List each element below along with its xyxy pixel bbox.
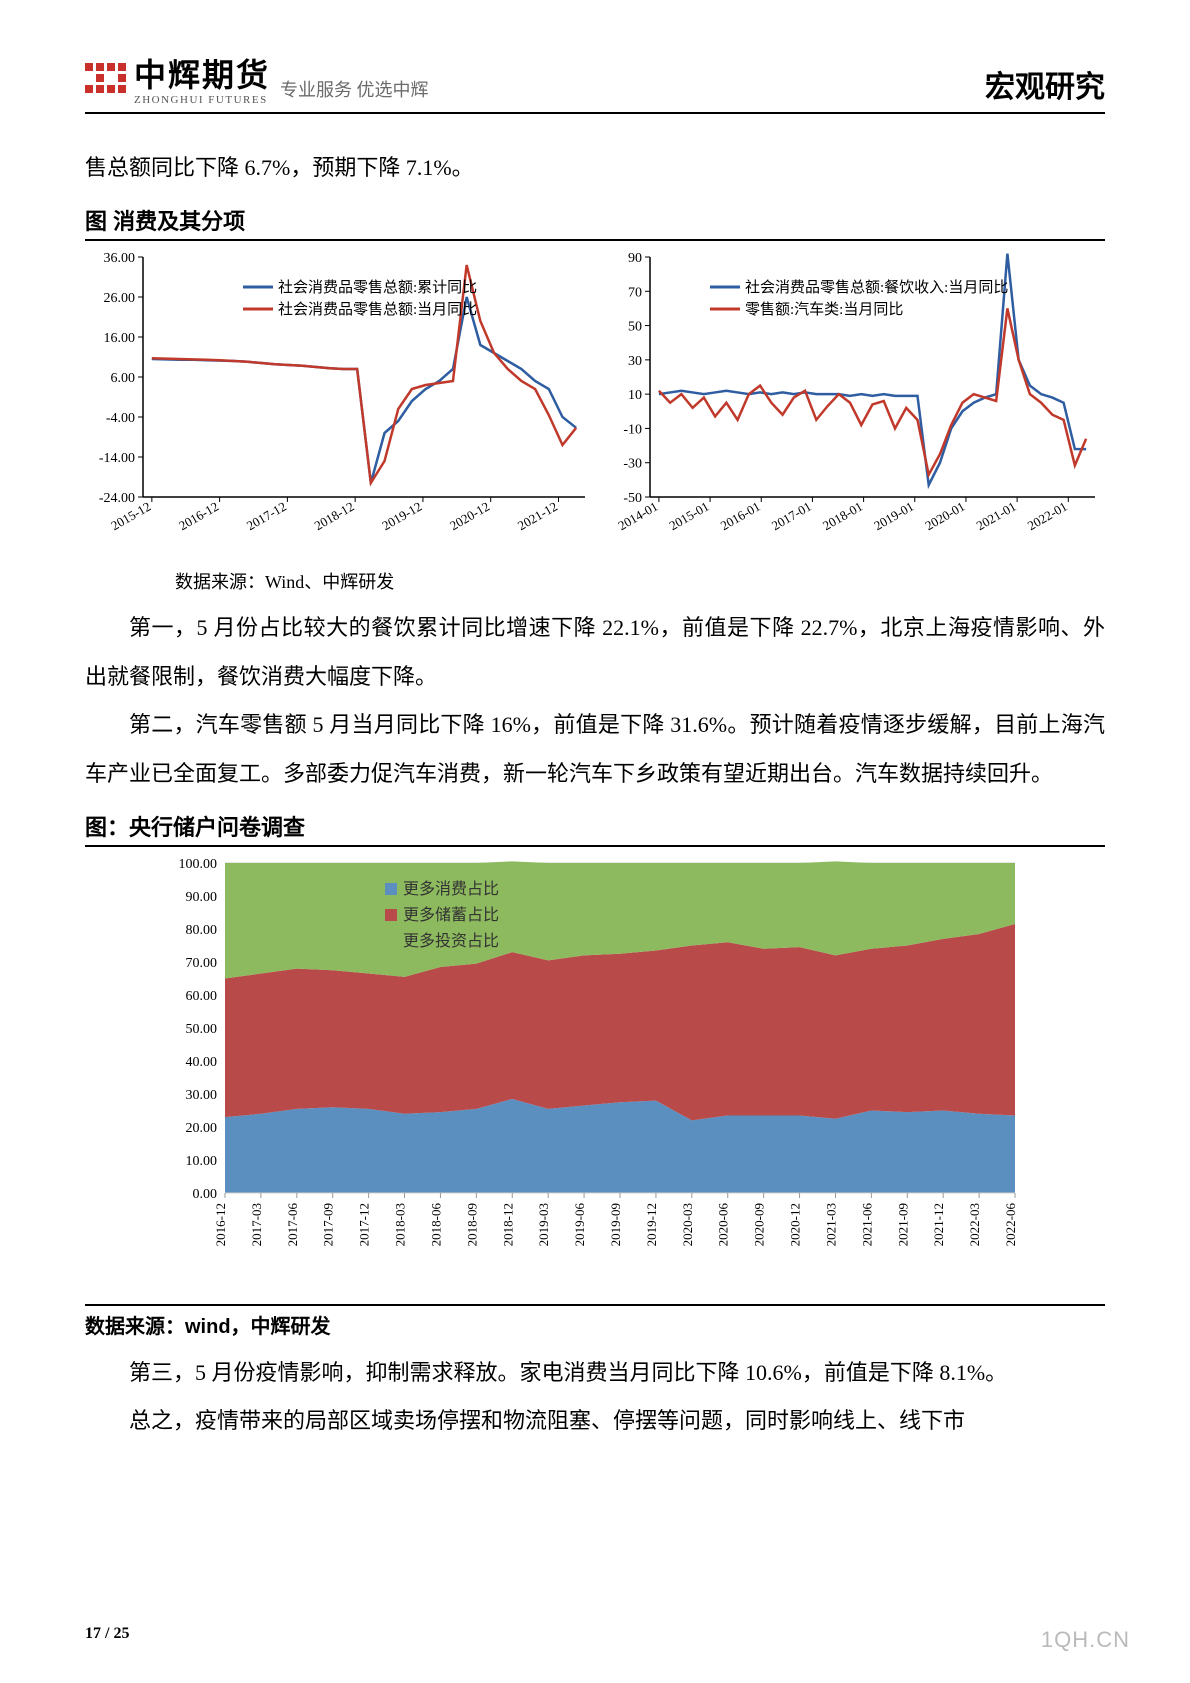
svg-text:0.00: 0.00 — [193, 1187, 218, 1202]
page-number: 17 / 25 — [85, 1625, 129, 1643]
svg-text:30: 30 — [628, 354, 642, 369]
svg-text:更多消费占比: 更多消费占比 — [403, 880, 499, 898]
svg-text:2018-06: 2018-06 — [428, 1202, 443, 1246]
svg-text:90.00: 90.00 — [186, 890, 218, 905]
svg-text:2018-12: 2018-12 — [312, 499, 357, 534]
svg-text:2019-03: 2019-03 — [536, 1203, 551, 1246]
svg-text:2021-09: 2021-09 — [895, 1203, 910, 1246]
svg-text:2020-12: 2020-12 — [788, 1203, 803, 1246]
svg-text:2017-06: 2017-06 — [285, 1202, 300, 1246]
svg-text:2020-03: 2020-03 — [680, 1203, 695, 1246]
svg-text:2016-12: 2016-12 — [213, 1203, 228, 1246]
chart2: 9070503010-10-30-502014-012015-012016-01… — [605, 247, 1105, 562]
svg-text:36.00: 36.00 — [104, 251, 136, 266]
svg-text:社会消费品零售总额:餐饮收入:当月同比: 社会消费品零售总额:餐饮收入:当月同比 — [745, 279, 1008, 296]
watermark: 1QH.CN — [1041, 1627, 1130, 1653]
svg-text:2017-01: 2017-01 — [769, 499, 814, 534]
logo-icon — [85, 63, 126, 93]
intro-paragraph: 售总额同比下降 6.7%，预期下降 7.1%。 — [85, 144, 1105, 192]
svg-text:零售额:汽车类:当月同比: 零售额:汽车类:当月同比 — [745, 301, 903, 318]
logo-tagline: 专业服务 优选中辉 — [280, 76, 429, 102]
svg-text:2017-12: 2017-12 — [357, 1203, 372, 1246]
svg-text:2021-06: 2021-06 — [859, 1202, 874, 1246]
logo: 中辉期货 ZHONGHUI FUTURES — [85, 50, 270, 106]
svg-text:50: 50 — [628, 320, 642, 335]
svg-text:-14.00: -14.00 — [99, 451, 135, 466]
svg-text:2016-01: 2016-01 — [718, 499, 763, 534]
svg-text:更多储蓄占比: 更多储蓄占比 — [403, 906, 499, 924]
svg-text:80.00: 80.00 — [186, 923, 218, 938]
svg-text:2020-06: 2020-06 — [716, 1202, 731, 1246]
paragraph-2: 第二，汽车零售额 5 月当月同比下降 16%，前值是下降 31.6%。预计随着疫… — [85, 701, 1105, 798]
svg-text:70: 70 — [628, 286, 642, 301]
svg-text:90: 90 — [628, 251, 642, 266]
logo-text-en: ZHONGHUI FUTURES — [134, 94, 270, 106]
svg-text:2021-03: 2021-03 — [823, 1203, 838, 1246]
page-header: 中辉期货 ZHONGHUI FUTURES 专业服务 优选中辉 宏观研究 — [85, 50, 1105, 114]
svg-text:2018-12: 2018-12 — [500, 1203, 515, 1246]
svg-text:70.00: 70.00 — [186, 956, 218, 971]
svg-text:6.00: 6.00 — [111, 371, 136, 386]
svg-text:2019-12: 2019-12 — [644, 1203, 659, 1246]
svg-text:2015-01: 2015-01 — [667, 499, 712, 534]
paragraph-4: 总之，疫情带来的局部区域卖场停摆和物流阻塞、停摆等问题，同时影响线上、线下市 — [85, 1397, 1105, 1445]
svg-text:2020-12: 2020-12 — [447, 499, 492, 534]
svg-text:-10: -10 — [623, 423, 642, 438]
svg-text:30.00: 30.00 — [186, 1088, 218, 1103]
svg-text:2022-03: 2022-03 — [967, 1203, 982, 1246]
data-source-1: 数据来源：Wind、中辉研发 — [175, 568, 1105, 594]
paragraph-3: 第三，5 月份疫情影响，抑制需求释放。家电消费当月同比下降 10.6%，前值是下… — [85, 1349, 1105, 1397]
svg-text:2019-12: 2019-12 — [379, 499, 424, 534]
svg-text:2018-01: 2018-01 — [820, 499, 865, 534]
svg-text:-50: -50 — [623, 491, 642, 506]
svg-text:2017-03: 2017-03 — [249, 1203, 264, 1246]
figure2-title: 图：央行储户问卷调查 — [85, 810, 305, 845]
svg-text:10.00: 10.00 — [186, 1154, 218, 1169]
svg-text:2020-09: 2020-09 — [752, 1203, 767, 1246]
charts-row: 36.00 26.00 16.00 6.00 -4.00 -14.00 -24.00 2015… — [85, 247, 1105, 562]
svg-text:100.00: 100.00 — [179, 857, 218, 872]
svg-text:社会消费品零售总额:当月同比: 社会消费品零售总额:当月同比 — [278, 301, 477, 318]
svg-text:-24.00: -24.00 — [99, 491, 135, 506]
figure2-title-wrap: 图：央行储户问卷调查 — [85, 810, 1105, 847]
svg-text:2019-01: 2019-01 — [871, 499, 916, 534]
svg-text:2021-01: 2021-01 — [974, 499, 1019, 534]
svg-text:50.00: 50.00 — [186, 1022, 218, 1037]
svg-text:2018-09: 2018-09 — [464, 1203, 479, 1246]
header-title: 宏观研究 — [985, 62, 1105, 106]
chart3: 100.00 90.00 80.00 70.00 60.00 50.00 40.00 30.0… — [155, 853, 1105, 1298]
svg-text:2019-09: 2019-09 — [608, 1203, 623, 1246]
svg-text:-4.00: -4.00 — [106, 411, 135, 426]
figure1-title: 图 消费及其分项 — [85, 204, 245, 239]
svg-text:2016-12: 2016-12 — [176, 499, 221, 534]
svg-text:16.00: 16.00 — [104, 331, 136, 346]
svg-text:60.00: 60.00 — [186, 989, 218, 1004]
svg-text:社会消费品零售总额:累计同比: 社会消费品零售总额:累计同比 — [278, 279, 477, 296]
svg-text:2021-12: 2021-12 — [931, 1203, 946, 1246]
svg-text:2019-06: 2019-06 — [572, 1202, 587, 1246]
svg-text:2018-03: 2018-03 — [393, 1203, 408, 1246]
svg-text:2017-12: 2017-12 — [244, 499, 289, 534]
svg-text:2022-06: 2022-06 — [1003, 1202, 1018, 1246]
svg-text:10: 10 — [628, 389, 642, 404]
svg-text:26.00: 26.00 — [104, 291, 136, 306]
svg-text:20.00: 20.00 — [186, 1121, 218, 1136]
svg-text:40.00: 40.00 — [186, 1055, 218, 1070]
chart1: 36.0026.0016.006.00-4.00-14.00-24.002015… — [85, 247, 595, 562]
data-source-2: 数据来源：wind，中辉研发 — [85, 1304, 1105, 1339]
svg-text:更多投资占比: 更多投资占比 — [403, 932, 499, 950]
svg-text:2022-01: 2022-01 — [1025, 499, 1070, 534]
svg-text:2017-09: 2017-09 — [321, 1203, 336, 1246]
logo-text-cn: 中辉期货 — [134, 57, 270, 93]
svg-text:-30: -30 — [623, 457, 642, 472]
svg-text:2021-12: 2021-12 — [515, 499, 560, 534]
figure1-title-wrap: 图 消费及其分项 — [85, 204, 1105, 241]
paragraph-1: 第一，5 月份占比较大的餐饮累计同比增速下降 22.1%，前值是下降 22.7%… — [85, 604, 1105, 701]
svg-text:2020-01: 2020-01 — [922, 499, 967, 534]
